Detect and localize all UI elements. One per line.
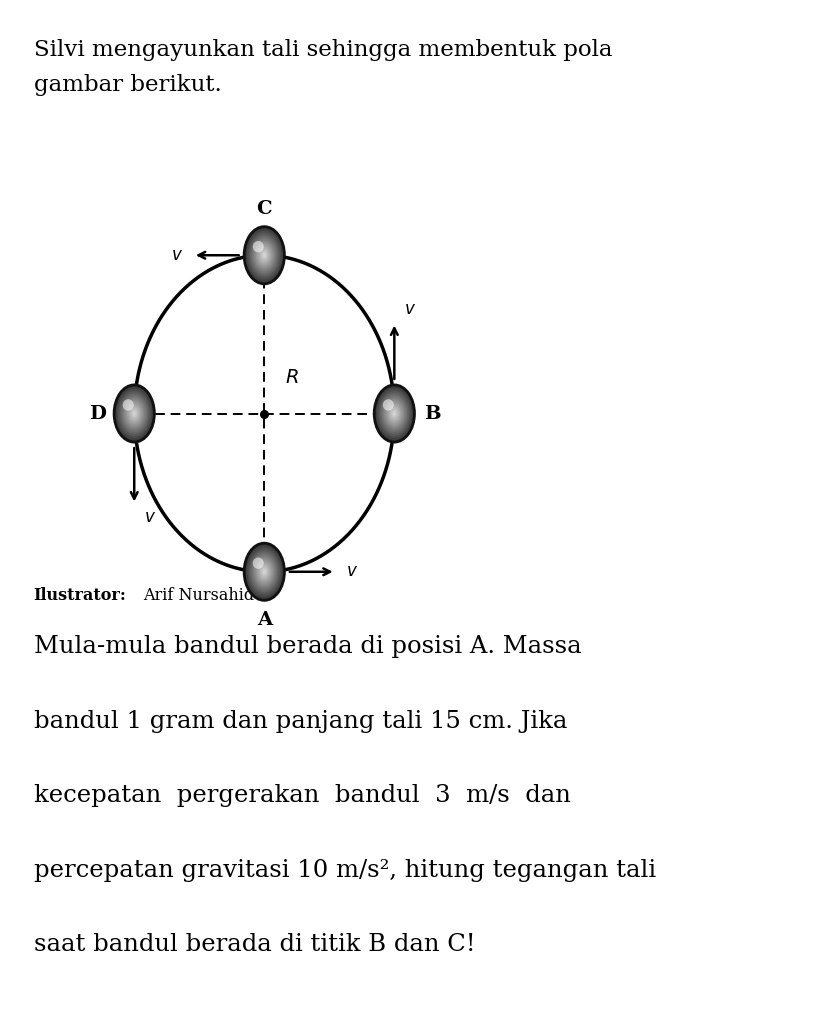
Text: $\it{R}$: $\it{R}$: [285, 369, 299, 387]
Text: Silvi mengayunkan tali sehingga membentuk pola: Silvi mengayunkan tali sehingga membentu…: [34, 39, 612, 61]
Ellipse shape: [383, 399, 393, 410]
Ellipse shape: [250, 551, 279, 592]
Ellipse shape: [378, 391, 410, 436]
Text: kecepatan  pergerakan  bandul  3  m/s  dan: kecepatan pergerakan bandul 3 m/s dan: [34, 784, 571, 808]
Ellipse shape: [388, 405, 400, 422]
Text: bandul 1 gram dan panjang tali 15 cm. Jika: bandul 1 gram dan panjang tali 15 cm. Ji…: [34, 710, 567, 733]
Ellipse shape: [382, 395, 407, 432]
Ellipse shape: [253, 557, 263, 569]
Text: $v$: $v$: [171, 247, 183, 263]
Ellipse shape: [256, 243, 273, 268]
Ellipse shape: [257, 245, 272, 265]
Ellipse shape: [253, 241, 263, 252]
Ellipse shape: [377, 389, 412, 438]
Ellipse shape: [260, 566, 268, 578]
Text: Mula-mula bandul berada di posisi A. Massa: Mula-mula bandul berada di posisi A. Mas…: [34, 635, 581, 659]
Ellipse shape: [247, 547, 282, 596]
Text: percepatan gravitasi 10 m/s², hitung tegangan tali: percepatan gravitasi 10 m/s², hitung teg…: [34, 859, 656, 882]
Ellipse shape: [257, 562, 272, 582]
Text: A: A: [257, 611, 272, 629]
Text: $v$: $v$: [144, 509, 156, 527]
Text: $v$: $v$: [346, 564, 357, 580]
Text: gambar berikut.: gambar berikut.: [34, 74, 221, 96]
Ellipse shape: [374, 385, 414, 442]
Ellipse shape: [392, 409, 397, 418]
Ellipse shape: [260, 249, 268, 261]
Ellipse shape: [262, 568, 267, 576]
Text: saat bandul berada di titik B dan C!: saat bandul berada di titik B dan C!: [34, 933, 475, 957]
Ellipse shape: [244, 543, 284, 600]
Ellipse shape: [132, 409, 137, 418]
Ellipse shape: [124, 399, 144, 428]
Text: Ilustrator:: Ilustrator:: [34, 587, 127, 604]
Ellipse shape: [130, 407, 138, 420]
Text: C: C: [257, 200, 272, 218]
Ellipse shape: [380, 393, 409, 434]
Ellipse shape: [127, 403, 142, 424]
Ellipse shape: [263, 253, 266, 257]
Ellipse shape: [116, 387, 153, 440]
Ellipse shape: [390, 407, 399, 420]
Ellipse shape: [250, 235, 279, 276]
Ellipse shape: [120, 393, 149, 434]
Ellipse shape: [122, 395, 147, 432]
Ellipse shape: [114, 385, 154, 442]
Ellipse shape: [254, 557, 274, 586]
Ellipse shape: [118, 391, 150, 436]
Ellipse shape: [244, 227, 284, 284]
Text: D: D: [90, 404, 107, 423]
Ellipse shape: [262, 251, 267, 259]
Ellipse shape: [383, 397, 406, 430]
Ellipse shape: [247, 231, 282, 280]
Ellipse shape: [128, 405, 140, 422]
Ellipse shape: [126, 401, 143, 426]
Ellipse shape: [246, 229, 283, 282]
Ellipse shape: [252, 237, 277, 274]
Ellipse shape: [376, 387, 413, 440]
Ellipse shape: [117, 389, 152, 438]
Ellipse shape: [122, 397, 146, 430]
Ellipse shape: [384, 399, 404, 428]
Text: $v$: $v$: [404, 300, 416, 318]
Ellipse shape: [258, 247, 270, 263]
Ellipse shape: [256, 560, 273, 584]
Ellipse shape: [386, 401, 403, 426]
Ellipse shape: [133, 411, 136, 416]
Ellipse shape: [258, 564, 270, 580]
Ellipse shape: [387, 403, 402, 424]
Ellipse shape: [248, 233, 280, 278]
Ellipse shape: [246, 545, 283, 598]
Ellipse shape: [252, 553, 277, 590]
Ellipse shape: [393, 411, 396, 416]
Ellipse shape: [263, 570, 266, 574]
Ellipse shape: [253, 555, 276, 588]
Text: B: B: [424, 404, 440, 423]
Text: Arif Nursahid: Arif Nursahid: [143, 587, 253, 604]
Ellipse shape: [253, 239, 276, 272]
Ellipse shape: [122, 399, 133, 410]
Ellipse shape: [254, 241, 274, 270]
Ellipse shape: [248, 549, 280, 594]
